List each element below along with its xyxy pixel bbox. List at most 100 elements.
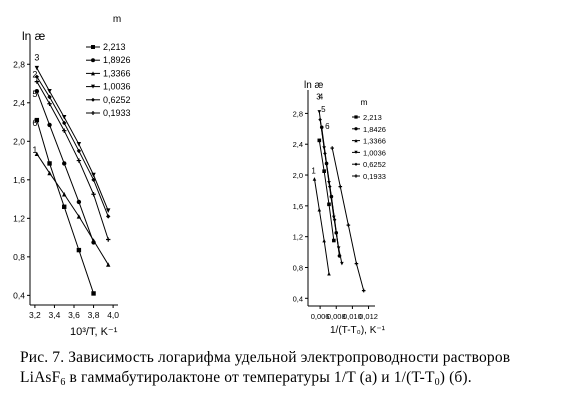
series-group-b	[312, 110, 366, 293]
x-tick-label-a: 3,6	[68, 310, 80, 320]
figure-caption: Рис. 7. Зависимость логарифма удельной э…	[20, 348, 580, 388]
x-tick-label-b: 0,006	[311, 312, 330, 321]
data-point-b-3	[312, 177, 317, 181]
y-tick-label-b: 2,0	[293, 171, 303, 180]
y-tick-label-b: 2,8	[293, 109, 303, 118]
series-group-a	[34, 65, 111, 296]
data-point-a-4	[47, 89, 52, 94]
data-point-a-1	[47, 161, 52, 166]
legend-marker-a	[91, 84, 95, 89]
data-point-a-2	[47, 122, 52, 128]
legend-label-b: 1,8426	[363, 125, 386, 134]
curve-number-label: 6	[325, 122, 330, 131]
data-point-a-5	[62, 120, 67, 126]
y-tick-labels-a: 0,4 0,8 1,2 1,6 2,0 2,4 2,8	[13, 59, 25, 300]
series-line-a-6	[36, 81, 109, 240]
legend-label-b: 1,0036	[363, 148, 386, 157]
x-tick-labels-a: 3,2 3,4 3,6 3,8 4,0	[29, 310, 119, 320]
data-point-a-1	[34, 117, 40, 123]
curve-labels-a: 3 2 5 6 1	[32, 52, 39, 154]
series-line-b-1	[318, 140, 335, 241]
data-point-a-5	[76, 148, 82, 154]
curve-number-label: 3	[316, 93, 321, 102]
x-tick-label-b: 0,012	[359, 312, 378, 321]
chart-panel-a: ln æ 10³/T, K⁻¹ 3,2 3,4 3,6 3,8 4,0 0,4 0,8 1,…	[13, 14, 130, 338]
series-line-b-3	[313, 178, 330, 274]
data-point-a-1	[91, 291, 96, 296]
curve-number-label: 1	[32, 145, 37, 155]
axes-b	[305, 90, 375, 309]
legend-label-b: 0,6252	[363, 160, 386, 169]
data-point-b-5	[337, 254, 342, 258]
caption-line-1: Рис. 7. Зависимость логарифма удельной э…	[20, 349, 511, 366]
legend-label-b: 1,3366	[363, 137, 386, 146]
caption-compound: LiAsF	[20, 369, 61, 386]
caption-line-2: LiAsF6 в гаммабутиролактоне от температу…	[20, 368, 580, 388]
y-tick-label-b: 2,4	[293, 140, 303, 149]
x-axis-label-a: 10³/T, K⁻¹	[70, 326, 118, 338]
legend-b: m 2,213 1,8426 1,3366 1,0036 0,6252 0,1933	[352, 97, 386, 181]
x-tick-label-a: 3,4	[49, 310, 61, 320]
series-line-a-4	[36, 67, 109, 211]
x-tick-label-a: 3,8	[88, 310, 100, 320]
y-tick-label-a: 2,0	[13, 136, 25, 146]
y-tick-label-a: 2,4	[13, 98, 25, 108]
y-tick-label-b: 0,4	[293, 294, 303, 303]
y-axis-label-a: ln æ	[22, 29, 46, 43]
legend-label-a: 0,6252	[103, 95, 131, 105]
legend-label-a: 0,1933	[103, 108, 131, 118]
legend-marker-b	[354, 138, 358, 143]
legend-marker-a	[91, 111, 95, 115]
data-point-a-4	[91, 172, 96, 178]
series-line-b-6	[331, 147, 365, 291]
data-point-a-4	[34, 65, 40, 71]
data-point-a-3	[34, 151, 40, 157]
curve-number-label: 6	[32, 118, 37, 128]
legend-marker-b	[354, 150, 358, 155]
data-point-b-1	[327, 202, 331, 207]
data-point-b-5	[323, 151, 327, 156]
x-axis-label-b: 1/(T-T₀), K⁻¹	[330, 325, 386, 336]
data-point-b-6	[346, 223, 351, 227]
y-tick-labels-b: 0,4 0,8 1,2 1,6 2,0 2,4 2,8	[293, 109, 303, 303]
series-line-a-5	[36, 76, 109, 217]
data-point-a-3	[76, 214, 82, 219]
legend-label-a: 1,0036	[103, 82, 131, 92]
legend-marker-b	[354, 115, 358, 119]
x-tick-label-a: 3,2	[29, 310, 41, 320]
legend-marker-a	[91, 58, 95, 63]
caption-text-end: ) (б).	[439, 369, 472, 386]
curve-number-label: 3	[34, 52, 39, 62]
data-point-a-4	[76, 141, 82, 147]
legend-label-b: 2,213	[363, 113, 382, 122]
data-point-a-1	[62, 204, 67, 209]
y-axis-label-b: ln æ	[304, 80, 324, 91]
legend-marker-b	[354, 127, 358, 131]
data-point-b-4	[317, 110, 322, 114]
data-point-a-4	[106, 208, 111, 213]
data-point-a-1	[76, 247, 82, 253]
data-point-a-6	[34, 79, 40, 84]
data-point-b-6	[338, 184, 343, 189]
data-point-b-5	[332, 217, 337, 222]
chart-panel-b: ln æ 1/(T-T₀), K⁻¹ 0,0060,0080,0100,012 …	[293, 80, 386, 336]
data-point-a-2	[34, 89, 40, 94]
data-point-b-6	[330, 146, 335, 150]
series-line-a-3	[36, 153, 109, 265]
y-tick-label-b: 1,2	[293, 233, 303, 242]
data-point-a-3	[91, 238, 96, 243]
caption-text: в гаммабутиролактоне от температуры 1/T …	[65, 369, 435, 386]
y-tick-label-a: 0,8	[13, 252, 25, 262]
y-tick-label-a: 1,6	[13, 175, 25, 185]
data-point-a-5	[91, 177, 96, 183]
data-point-a-6	[91, 192, 96, 197]
data-point-a-6	[106, 237, 111, 242]
data-point-a-6	[76, 158, 82, 163]
data-point-b-4	[340, 261, 344, 266]
curve-number-label: 2	[32, 70, 37, 80]
data-point-a-3	[106, 262, 111, 267]
y-tick-label-a: 1,2	[13, 213, 25, 223]
legend-label-a: 2,213	[103, 42, 126, 52]
data-point-b-5	[318, 117, 322, 122]
x-tick-label-b: 0,008	[327, 312, 346, 321]
